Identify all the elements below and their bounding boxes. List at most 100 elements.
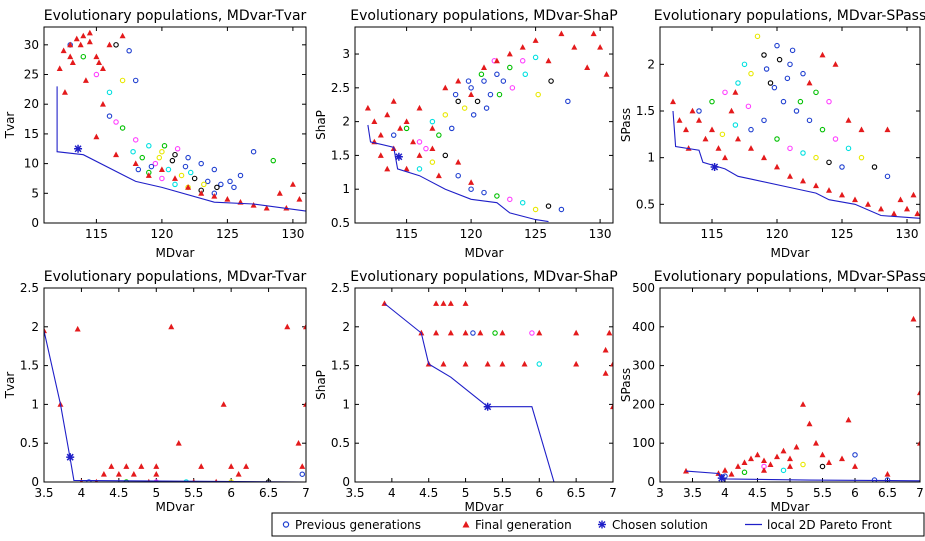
previous-generation-point xyxy=(789,47,796,54)
previous-generation-point xyxy=(481,78,487,84)
y-tick-label: 1.5 xyxy=(20,359,39,373)
previous-generation-point xyxy=(735,80,741,86)
final-generation-point xyxy=(728,107,735,114)
final-generation-point xyxy=(263,204,270,211)
previous-generation-point xyxy=(741,469,748,476)
final-generation-point xyxy=(545,57,552,64)
previous-generation-point xyxy=(191,175,198,182)
final-generation-point xyxy=(56,65,63,71)
previous-generation-point xyxy=(455,98,461,105)
final-generation-point xyxy=(108,463,115,469)
chart-title: Evolutionary populations, MDvar-Tvar xyxy=(44,269,307,285)
plot-area xyxy=(44,323,306,482)
plot-frame xyxy=(659,287,921,483)
previous-generation-point xyxy=(787,61,793,68)
previous-generation-point xyxy=(299,471,306,477)
y-tick-label: 1.5 xyxy=(331,148,350,162)
final-generation-point xyxy=(168,323,175,330)
y-tick-label: 0.5 xyxy=(331,216,350,230)
final-generation-point xyxy=(276,190,283,196)
final-generation-point xyxy=(845,117,852,123)
final-generation-point xyxy=(536,329,543,336)
y-tick-label: 500 xyxy=(632,281,655,295)
plot-frame xyxy=(43,26,307,224)
final-generation-point xyxy=(826,459,832,465)
y-tick-label: 0.5 xyxy=(331,436,350,450)
y-tick-label: 10 xyxy=(24,157,39,171)
x-tick-label: 125 xyxy=(524,227,547,241)
previous-generation-point xyxy=(146,143,152,149)
y-tick-label: 0 xyxy=(647,475,655,489)
previous-generation-point xyxy=(532,54,539,61)
previous-generation-point xyxy=(494,193,500,199)
final-generation-point xyxy=(462,300,469,306)
final-generation-point xyxy=(447,300,454,306)
final-generation-point xyxy=(603,71,610,77)
final-generation-point xyxy=(558,30,565,37)
previous-generation-point xyxy=(507,64,513,71)
final-generation-point xyxy=(806,79,813,86)
previous-generation-point xyxy=(270,157,276,164)
previous-generation-point xyxy=(767,80,774,86)
final-generation-point xyxy=(433,329,440,336)
final-generation-point xyxy=(60,47,67,54)
previous-generation-point xyxy=(185,154,191,161)
final-generation-point xyxy=(220,401,227,407)
previous-generation-point xyxy=(763,66,770,72)
final-generation-point xyxy=(813,440,819,446)
final-generation-point xyxy=(153,463,160,469)
chosen-solution-marker xyxy=(710,163,719,171)
final-generation-point xyxy=(455,77,462,84)
final-generation-point xyxy=(82,77,89,83)
pareto-front-line xyxy=(44,330,306,482)
chart-panel-6: Evolutionary populations, MDvar-SPass MDv… xyxy=(619,269,925,514)
x-tick-label: 3.5 xyxy=(345,486,364,500)
plot-area xyxy=(381,300,613,482)
previous-generation-point xyxy=(429,159,436,165)
previous-generation-point xyxy=(139,154,146,161)
previous-generation-point xyxy=(774,42,780,49)
final-generation-point xyxy=(377,152,384,158)
previous-generation-point xyxy=(529,330,535,336)
y-tick-label: 200 xyxy=(632,397,655,411)
previous-generation-point xyxy=(748,126,754,133)
final-generation-point xyxy=(106,41,113,48)
previous-generation-point xyxy=(787,145,793,152)
y-tick-label: 2.5 xyxy=(20,281,39,295)
final-generation-point xyxy=(506,50,513,57)
legend-chosen-label: Chosen solution xyxy=(612,518,708,532)
final-generation-point xyxy=(891,210,897,217)
previous-generation-point xyxy=(132,137,139,143)
previous-generation-point xyxy=(732,122,739,128)
final-generation-point xyxy=(519,44,526,50)
x-tick-label: 4 xyxy=(388,486,396,500)
final-generation-point xyxy=(69,59,76,66)
x-axis-label: MDvar xyxy=(771,246,810,260)
final-generation-point xyxy=(676,117,683,123)
chosen-d2 xyxy=(718,474,726,482)
final-generation-point xyxy=(819,51,826,58)
final-generation-point xyxy=(67,41,74,48)
previous-generation-point xyxy=(130,148,136,155)
final-generation-point xyxy=(606,329,613,336)
final-generation-point xyxy=(433,300,440,306)
y-axis-label: ShaP xyxy=(314,110,328,140)
y-tick-label: 2.5 xyxy=(331,81,350,95)
final-generation-point xyxy=(77,41,84,48)
final-generation-point xyxy=(429,145,436,152)
chosen-solution-marker xyxy=(483,402,492,411)
final-generation-point xyxy=(787,173,793,179)
x-tick-label: 115 xyxy=(701,227,724,241)
final-generation-point xyxy=(845,416,852,423)
chart-panel-5: Evolutionary populations, MDvar-ShaP MDva… xyxy=(314,269,618,514)
previous-generation-point xyxy=(126,48,132,54)
x-tick-label: 115 xyxy=(85,227,108,241)
y-tick-label: 100 xyxy=(632,436,655,450)
final-generation-point xyxy=(289,181,296,187)
final-generation-point xyxy=(224,196,231,202)
previous-generation-point xyxy=(793,108,800,114)
chosen-d2 xyxy=(66,453,74,461)
final-generation-point xyxy=(61,89,68,95)
chart-title: Evolutionary populations, MDvar-SPass xyxy=(654,8,925,24)
chart-title: Evolutionary populations, MDvar-ShaP xyxy=(350,269,617,285)
